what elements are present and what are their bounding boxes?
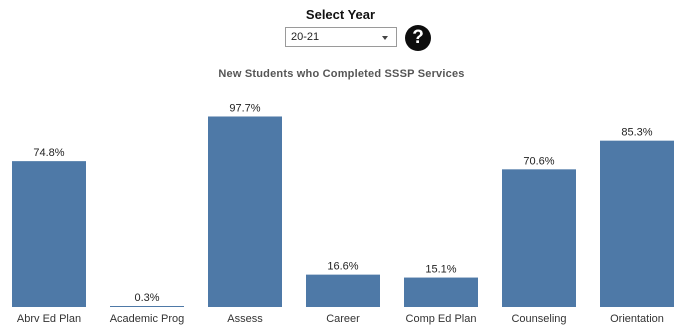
category-label: Abrv Ed Plan (17, 313, 81, 325)
year-select-value: 20-21 (291, 31, 320, 43)
bar-value-label: 97.7% (229, 102, 260, 114)
select-year-label: Select Year (305, 7, 376, 22)
category-label: Academic Prog (110, 313, 185, 325)
bar[interactable] (12, 161, 86, 307)
category-label: Assess (227, 313, 263, 325)
bar-value-label: 16.6% (327, 261, 358, 273)
bar[interactable] (404, 277, 478, 307)
bar[interactable] (600, 140, 674, 307)
category-label: Comp Ed Plan (406, 313, 477, 325)
category-label: Counseling (511, 313, 566, 325)
bar[interactable] (208, 116, 282, 307)
chart-title: New Students who Completed SSSP Services (218, 68, 465, 80)
bar-value-label: 70.6% (523, 155, 554, 167)
bar[interactable] (306, 274, 380, 307)
bar-value-label: 15.1% (425, 264, 456, 276)
bar-value-label: 74.8% (33, 147, 64, 159)
category-label: Career (326, 313, 360, 325)
bar-value-label: 85.3% (621, 127, 652, 139)
bar[interactable] (110, 306, 184, 307)
category-label: Orientation (610, 313, 664, 325)
bar-value-label: 0.3% (134, 292, 159, 304)
year-select-dropdown[interactable]: 20-21 (285, 27, 397, 47)
help-icon[interactable]: ? (405, 25, 431, 51)
bar[interactable] (502, 169, 576, 307)
chevron-down-icon (382, 36, 388, 40)
